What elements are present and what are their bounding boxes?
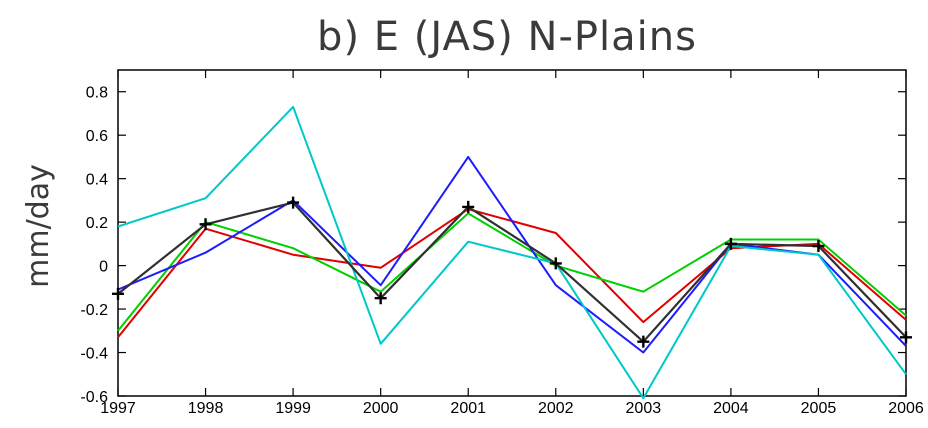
x-tick-label: 2002 <box>538 400 574 417</box>
y-tick-label: 0.8 <box>86 85 108 102</box>
y-tick-label: 0.6 <box>86 128 108 145</box>
series-4-point <box>287 196 300 209</box>
y-tick-label: 0.4 <box>86 172 108 189</box>
series-4-point <box>549 257 562 270</box>
y-axis-label: mm/day <box>21 164 56 288</box>
series-4-point <box>199 218 212 231</box>
plot-area: -0.6 -0.4 -0.2 0 0.2 0.4 0.6 0.8 1997 1998 1999 200… <box>80 69 924 417</box>
y-tick-label: -0.2 <box>80 302 108 319</box>
series-0-line <box>117 208 907 338</box>
series-4-point <box>900 331 912 344</box>
series-4-point <box>812 240 825 253</box>
y-tick-label: -0.4 <box>80 346 108 363</box>
series-4-point <box>724 237 737 250</box>
chart-title: b) E (JAS) N-Plains <box>317 14 697 60</box>
x-tick-label: 1997 <box>100 400 136 417</box>
y-tick-label: 0 <box>99 259 108 276</box>
x-tick-label: 2003 <box>626 400 662 417</box>
x-tick-label: 1999 <box>275 400 311 417</box>
plot-frame <box>117 69 907 397</box>
series-2-line <box>117 155 907 354</box>
x-tick-label: 2000 <box>363 400 399 417</box>
series-4-point <box>374 292 387 305</box>
series-3-line <box>117 105 907 400</box>
y-tick-label: -0.6 <box>80 389 108 406</box>
y-tick-label: 0.2 <box>86 215 108 232</box>
x-tick-label: 2006 <box>888 400 924 417</box>
series-1-line <box>117 212 907 332</box>
x-tick-label: 1998 <box>188 400 224 417</box>
series-4-line <box>117 201 907 343</box>
x-tick-label: 2005 <box>801 400 837 417</box>
series-4-point <box>637 335 650 348</box>
series-4-point <box>462 200 475 213</box>
x-tick-label: 2001 <box>450 400 486 417</box>
series-4-point <box>112 287 124 300</box>
x-tick-label: 2004 <box>713 400 749 417</box>
